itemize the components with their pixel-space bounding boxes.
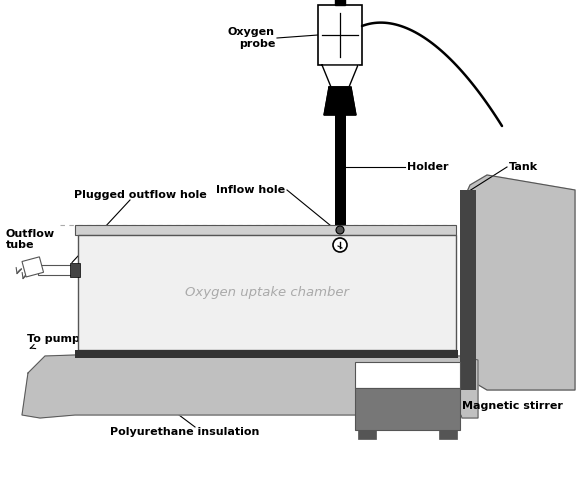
- Text: Stir bar: Stir bar: [394, 227, 441, 237]
- Text: Oxygen uptake chamber: Oxygen uptake chamber: [185, 286, 349, 299]
- Text: Polyurethane insulation: Polyurethane insulation: [110, 427, 260, 437]
- Text: Inflow hole: Inflow hole: [216, 185, 285, 195]
- Bar: [335, 0, 345, 5]
- Bar: [22, 257, 44, 277]
- Bar: [38, 265, 76, 275]
- Text: Oxygen
probe: Oxygen probe: [228, 27, 275, 49]
- Text: Magnetic stirrer: Magnetic stirrer: [462, 401, 563, 411]
- Bar: [439, 430, 457, 439]
- Bar: [355, 388, 460, 430]
- Polygon shape: [462, 175, 575, 390]
- Text: Plugged outflow hole: Plugged outflow hole: [74, 190, 206, 200]
- Polygon shape: [22, 355, 478, 418]
- Text: Outflow
tube: Outflow tube: [6, 228, 55, 250]
- Polygon shape: [322, 65, 358, 87]
- Bar: [78, 235, 456, 350]
- Circle shape: [333, 238, 347, 252]
- Bar: [70, 263, 80, 277]
- Circle shape: [336, 226, 344, 234]
- Bar: [318, 5, 362, 65]
- Polygon shape: [324, 87, 356, 115]
- Bar: [358, 430, 376, 439]
- Text: Tank: Tank: [509, 162, 538, 172]
- Text: To pump: To pump: [27, 335, 80, 348]
- Bar: [75, 350, 458, 358]
- Text: Holder: Holder: [407, 162, 448, 172]
- Bar: [355, 362, 460, 388]
- Bar: [75, 225, 456, 235]
- Bar: [460, 190, 476, 390]
- Bar: [335, 115, 346, 245]
